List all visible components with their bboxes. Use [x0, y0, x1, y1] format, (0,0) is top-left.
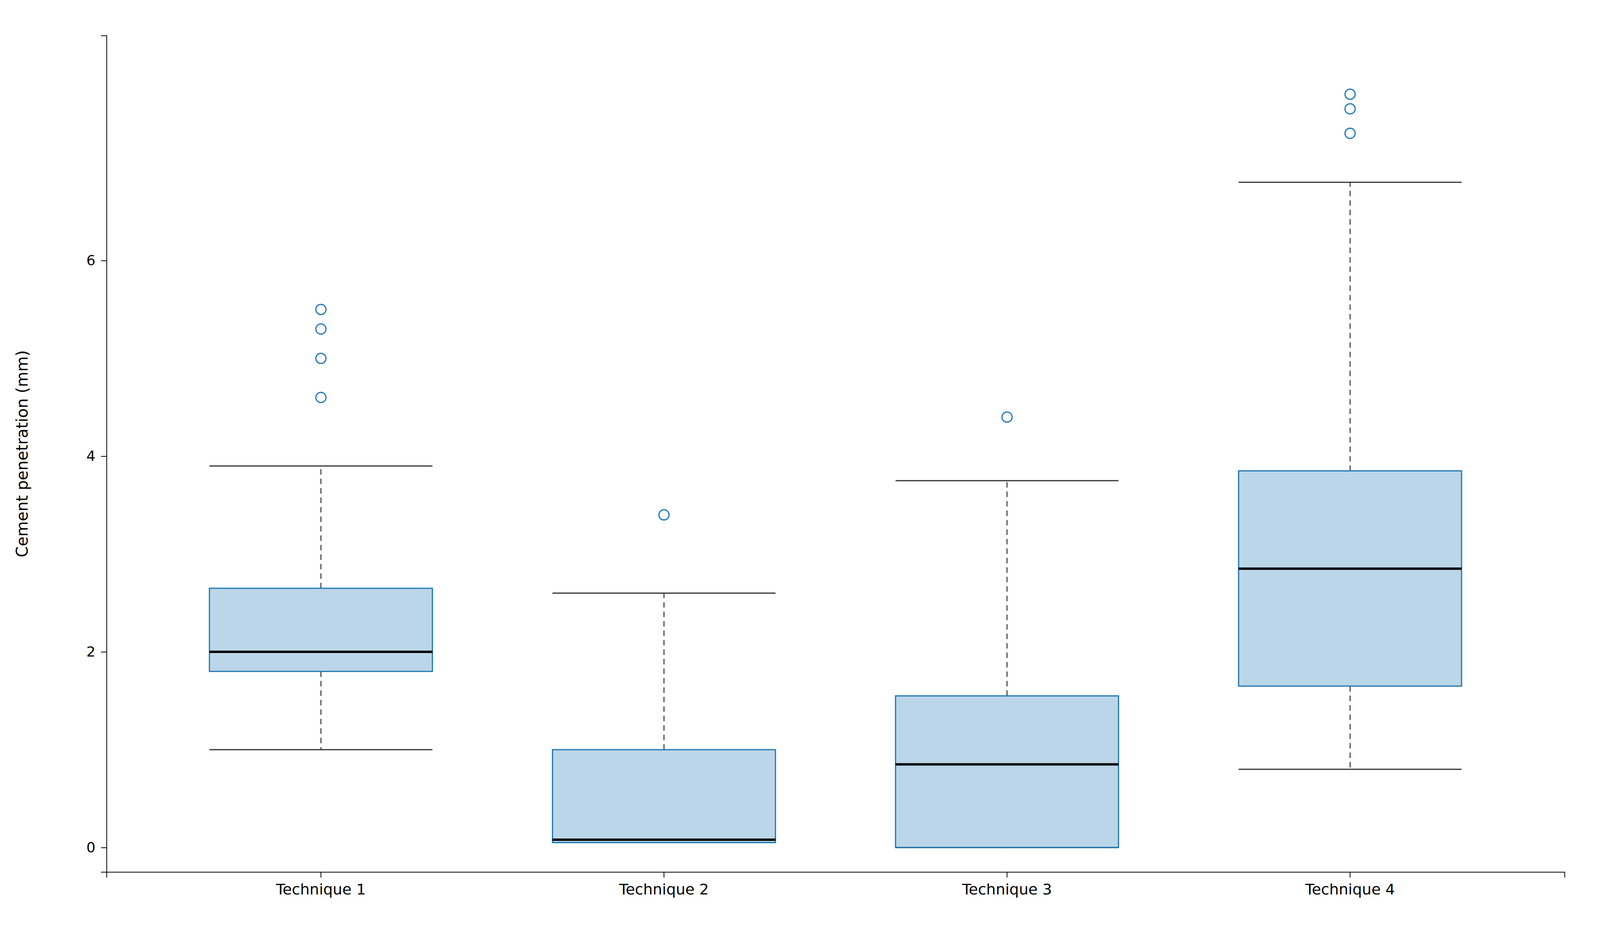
y-tick-label: 6 [86, 252, 96, 269]
y-axis: 0 2 4 6 [86, 35, 107, 873]
box [552, 749, 776, 843]
whisker-low [1349, 685, 1351, 770]
y-tick-label: 2 [86, 643, 96, 660]
x-tick: Technique 1 [275, 871, 367, 898]
x-tick: Technique 2 [618, 871, 709, 898]
box-group [895, 411, 1119, 848]
y-tick-label: 0 [86, 839, 96, 856]
whisker-high [320, 465, 322, 589]
outlier [1001, 411, 1013, 423]
x-tick-mark [663, 871, 665, 878]
whisker-high [663, 592, 665, 750]
box [895, 695, 1119, 848]
y-tick-mark [100, 456, 107, 457]
y-tick-mark [100, 260, 107, 262]
median [552, 838, 776, 841]
y-tick: 0 [86, 839, 107, 856]
x-tick-label: Technique 2 [618, 880, 709, 898]
whisker-high [1006, 480, 1008, 696]
median [895, 762, 1119, 766]
box-group [209, 304, 433, 750]
x-axis: Technique 1 Technique 2 Technique 3 Techniq… [106, 871, 1565, 898]
whisker-cap-high [552, 592, 776, 594]
y-tick-mark [100, 847, 107, 849]
whisker-cap-high [895, 480, 1119, 482]
x-tick-mark [1006, 871, 1008, 878]
box [209, 588, 433, 672]
box-group [1238, 89, 1462, 770]
whisker-low [320, 671, 322, 750]
x-tick: Technique 4 [1304, 871, 1396, 898]
x-tick-label: Technique 3 [961, 880, 1053, 898]
y-tick: 2 [86, 643, 107, 660]
whisker-cap-high [1238, 181, 1462, 183]
box [1238, 470, 1462, 686]
y-tick-label: 4 [86, 447, 96, 464]
median [209, 650, 433, 653]
x-axis-line [106, 872, 1565, 878]
y-axis-title: Cement penetration (mm) [13, 350, 32, 558]
y-tick: 6 [86, 252, 107, 269]
whisker-cap-high [209, 465, 433, 467]
box-group [552, 509, 776, 843]
x-tick-mark [1349, 871, 1351, 878]
marks [209, 89, 1462, 848]
outlier [1345, 103, 1356, 115]
outlier [315, 304, 327, 315]
x-tick-label: Technique 1 [275, 880, 367, 898]
plot: 0246Technique 1Technique 2Technique 3Tec… [13, 35, 1565, 898]
x-tick: Technique 3 [961, 871, 1053, 898]
chart: 0246Technique 1Technique 2Technique 3Tec… [0, 0, 1600, 943]
whisker-cap-low [1238, 768, 1462, 770]
x-tick-mark [320, 871, 322, 878]
whisker-cap-low [209, 749, 433, 751]
outlier [315, 353, 327, 364]
y-tick-mark [100, 651, 107, 653]
x-tick-label: Technique 4 [1304, 880, 1396, 898]
outlier [658, 509, 670, 520]
outlier [315, 392, 327, 403]
y-tick: 4 [86, 447, 107, 464]
y-axis-line [100, 35, 107, 873]
outlier [1345, 89, 1356, 100]
whisker-high [1349, 182, 1351, 471]
outlier [315, 323, 327, 335]
median [1238, 567, 1462, 570]
outlier [1345, 128, 1356, 139]
